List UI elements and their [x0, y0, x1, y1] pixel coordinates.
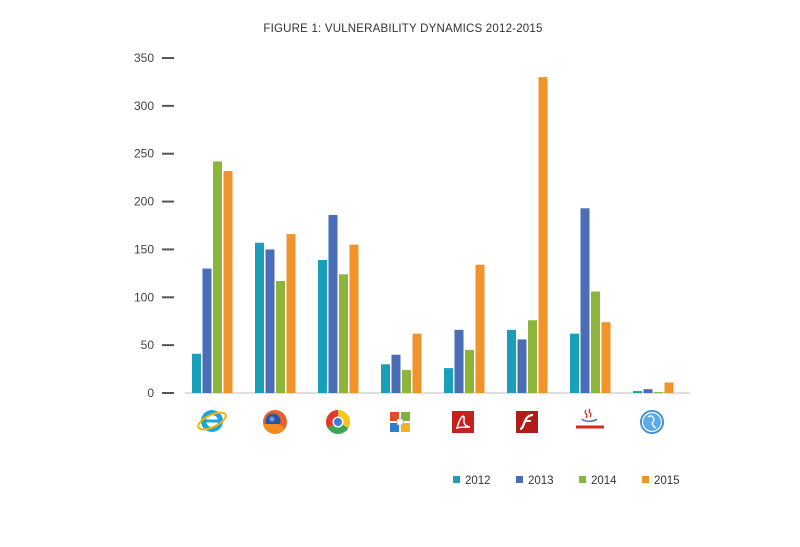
- bar-oracle-java-2012: [570, 333, 579, 393]
- bar-microsoft-office-2015: [412, 333, 422, 393]
- legend-swatch-2015: [642, 476, 649, 483]
- bar-adobe-flash-2015: [538, 77, 548, 394]
- legend-label-2013: 2013: [528, 475, 554, 487]
- bar-adobe-flash-2013: [517, 339, 527, 393]
- bar-microsoft-office-2014: [402, 370, 411, 393]
- chart-title: FIGURE 1: VULNERABILITY DYNAMICS 2012-20…: [263, 23, 542, 35]
- y-axis: 0 50 100 150 200 250 300 350: [134, 51, 174, 400]
- internet-explorer-icon: [197, 410, 227, 432]
- legend-label-2015: 2015: [654, 475, 680, 487]
- y-tick-label: 350: [134, 51, 154, 65]
- bar-chrome-2012: [318, 259, 327, 393]
- bar-adobe-reader-2014: [465, 349, 474, 393]
- safari-quicktime-icon: [640, 410, 664, 434]
- bar-safari-quicktime-2014: [654, 392, 663, 393]
- bar-internet-explorer-2013: [202, 268, 212, 393]
- bars: [192, 77, 674, 394]
- adobe-reader-icon: [452, 411, 474, 433]
- bar-safari-quicktime-2015: [664, 382, 674, 393]
- bar-oracle-java-2014: [591, 291, 600, 393]
- bar-adobe-flash-2012: [507, 329, 516, 393]
- y-tick-label: 150: [134, 242, 154, 256]
- x-axis-icons: [197, 408, 664, 434]
- legend-label-2014: 2014: [591, 475, 617, 487]
- microsoft-office-icon: [390, 412, 410, 432]
- legend-swatch-2014: [579, 476, 586, 483]
- bar-chrome-2013: [328, 214, 338, 393]
- bar-firefox-2013: [265, 249, 275, 393]
- legend-label-2012: 2012: [465, 475, 491, 487]
- bar-chrome-2015: [349, 244, 359, 393]
- y-tick-label: 0: [147, 386, 154, 400]
- y-tick-label: 300: [134, 99, 154, 113]
- bar-adobe-reader-2013: [454, 329, 464, 393]
- y-tick-label: 200: [134, 195, 154, 209]
- bar-microsoft-office-2012: [381, 364, 390, 393]
- bar-safari-quicktime-2013: [643, 389, 653, 393]
- legend: 2012 2013 2014 2015: [453, 475, 680, 487]
- y-tick-label: 50: [141, 338, 155, 352]
- legend-swatch-2013: [516, 476, 523, 483]
- bar-internet-explorer-2014: [213, 161, 222, 393]
- bar-adobe-reader-2015: [475, 264, 485, 393]
- bar-adobe-flash-2014: [528, 320, 537, 393]
- chrome-icon: [326, 410, 350, 434]
- adobe-flash-icon: [516, 411, 538, 433]
- y-tick-label: 100: [134, 290, 154, 304]
- legend-swatch-2012: [453, 476, 460, 483]
- bar-firefox-2015: [286, 234, 296, 393]
- bar-safari-quicktime-2012: [633, 391, 642, 393]
- oracle-java-icon: [575, 408, 605, 431]
- bar-chrome-2014: [339, 274, 348, 393]
- bar-internet-explorer-2012: [192, 353, 201, 393]
- bar-adobe-reader-2012: [444, 368, 453, 393]
- y-tick-label: 250: [134, 147, 154, 161]
- bar-microsoft-office-2013: [391, 354, 401, 393]
- bar-oracle-java-2015: [601, 322, 611, 393]
- bar-internet-explorer-2015: [223, 170, 233, 393]
- bar-oracle-java-2013: [580, 208, 590, 393]
- firefox-icon: [263, 410, 287, 434]
- bar-firefox-2012: [255, 242, 264, 393]
- bar-firefox-2014: [276, 281, 285, 393]
